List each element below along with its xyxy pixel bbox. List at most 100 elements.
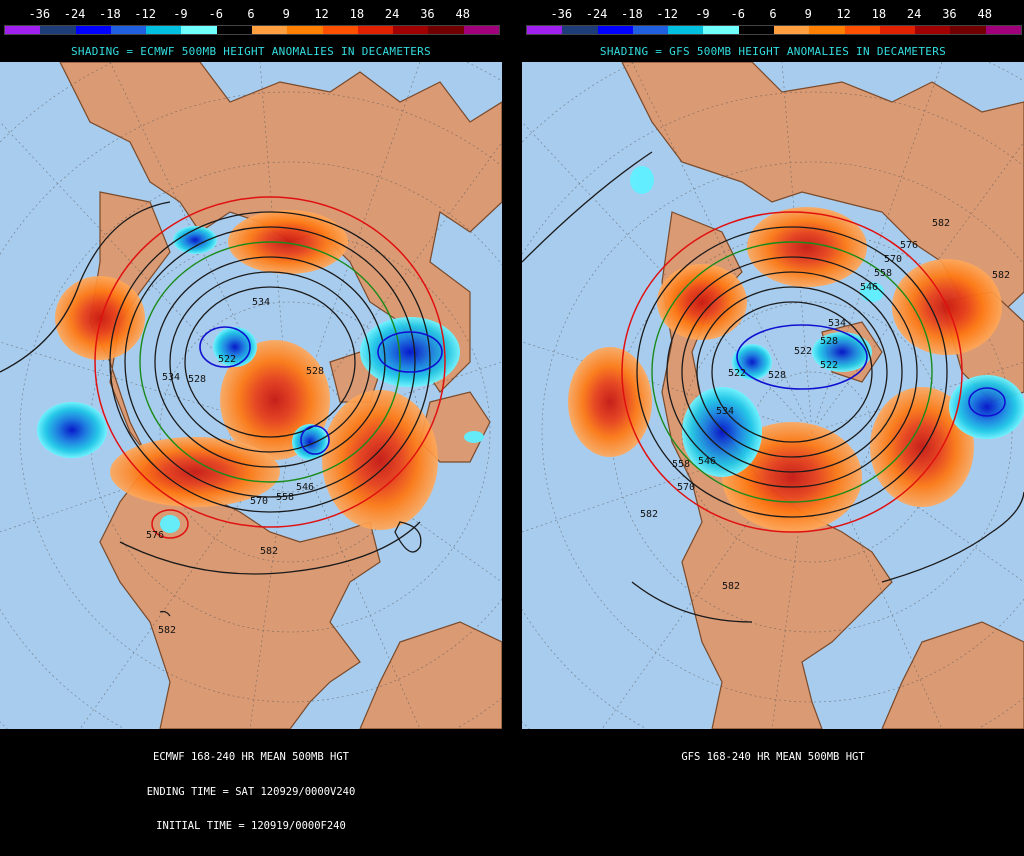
legend-tick-label: 36 (942, 7, 957, 21)
legend-tick-label: -6 (730, 7, 745, 21)
legend-tick-label: 48 (455, 7, 470, 21)
contour-label: 570 (250, 496, 268, 507)
contour-label: 546 (860, 282, 878, 293)
legend-tick-label: 9 (804, 7, 812, 21)
contour-label: 576 (900, 240, 918, 251)
contour-label: 522 (794, 346, 812, 357)
legend-color-swatch (738, 26, 774, 34)
shading-title: SHADING = ECMWF 500MB HEIGHT ANOMALIES I… (71, 45, 431, 58)
legend-tick-label: -24 (585, 7, 608, 21)
contour-label: 528 (306, 366, 324, 377)
legend-tick-label: -9 (695, 7, 710, 21)
legend-tick-label: 9 (282, 7, 290, 21)
legend-tick-label: 12 (314, 7, 329, 21)
legend-color-bar (4, 25, 500, 35)
legend-color-swatch (773, 26, 810, 34)
legend-color-swatch (428, 26, 464, 34)
legend-tick-label: -9 (173, 7, 188, 21)
shading-title: SHADING = GFS 500MB HEIGHT ANOMALIES IN … (599, 45, 947, 58)
contour-label: 522 (820, 360, 838, 371)
legend-color-swatch (950, 26, 986, 34)
legend-color-swatch (879, 26, 916, 34)
legend-tick-label: -12 (134, 7, 156, 21)
legend-tick-labels: -36 -24 -18 -12 -9 -6 6 9 12 18 24 36 48 (522, 7, 1024, 21)
contour-label: 570 (677, 482, 695, 493)
legend-tick-label: -36 (550, 7, 573, 21)
legend-tick-label: -12 (656, 7, 678, 21)
contour-label: 522 (728, 368, 746, 379)
legend-color-swatch (809, 26, 845, 34)
gfs-map: 582 576 570 558 546 534 528 522 522 528 … (522, 62, 1024, 729)
contour-label: 582 (722, 581, 740, 592)
legend-tick-label: 24 (384, 7, 400, 21)
contour-label: 582 (932, 218, 950, 229)
legend-color-swatch (562, 26, 598, 34)
legend-color-swatch (5, 26, 41, 34)
contour-label: 534 (162, 372, 180, 383)
legend-tick-label: -36 (28, 7, 51, 21)
ecmwf-map: 534 522 534 528 528 546 558 570 582 576 … (0, 62, 502, 729)
contour-label: 582 (158, 625, 176, 636)
legend-tick-label: 18 (871, 7, 887, 21)
legend-color-swatch (463, 26, 499, 34)
ecmwf-panel: -36 -24 -18 -12 -9 -6 6 9 12 18 24 36 48 SHADING = E… (0, 0, 502, 832)
caption-line: INITIAL TIME = 120919/0000F240 (156, 820, 346, 832)
legend-color-swatch (251, 26, 288, 34)
contour-label: 558 (874, 268, 892, 279)
height-contours (522, 151, 1024, 623)
contour-label: 576 (146, 530, 164, 541)
legend-color-swatch (393, 26, 429, 34)
legend-tick-label: 36 (420, 7, 435, 21)
legend-tick-label: -6 (208, 7, 223, 21)
contour-labels: 534 522 534 528 528 546 558 570 582 576 … (146, 297, 324, 636)
anomaly-shading (37, 210, 484, 533)
anomaly-color-legend: -36 -24 -18 -12 -9 -6 6 9 12 18 24 36 48 (522, 0, 1024, 42)
contour-label: 558 (672, 459, 690, 470)
legend-tick-label: -24 (63, 7, 86, 21)
caption-line: ECMWF 168-240 HR MEAN 500MB HGT (153, 751, 349, 763)
legend-color-swatch (597, 26, 633, 34)
contour-label: 534 (828, 318, 846, 329)
contour-label: 582 (992, 270, 1010, 281)
legend-color-swatch (915, 26, 951, 34)
legend-tick-label: 48 (977, 7, 992, 21)
contour-label: 528 (188, 374, 206, 385)
legend-color-swatch (75, 26, 111, 34)
contour-label: 534 (252, 297, 270, 308)
contour-label: 582 (260, 546, 278, 557)
legend-tick-label: -18 (621, 7, 643, 21)
legend-color-swatch (632, 26, 669, 34)
contour-label: 582 (640, 509, 658, 520)
height-contours (0, 196, 446, 617)
contour-label: 546 (296, 482, 314, 493)
legend-tick-label: 24 (906, 7, 922, 21)
gfs-panel: -36 -24 -18 -12 -9 -6 6 9 12 18 24 36 48 SHADING = G… (522, 0, 1024, 819)
legend-color-swatch (322, 26, 358, 34)
legend-tick-label: 6 (247, 7, 255, 21)
legend-color-swatch (527, 26, 563, 34)
contour-label: 558 (276, 492, 294, 503)
legend-color-bar (526, 25, 1022, 35)
legend-color-swatch (146, 26, 182, 34)
contour-label: 522 (218, 354, 236, 365)
caption-line: GFS 168-240 HR MEAN 500MB HGT (681, 751, 865, 763)
legend-color-swatch (357, 26, 394, 34)
legend-tick-label: 12 (836, 7, 851, 21)
legend-color-swatch (110, 26, 147, 34)
contour-label: 528 (820, 336, 838, 347)
legend-color-swatch (985, 26, 1021, 34)
anomaly-color-legend: -36 -24 -18 -12 -9 -6 6 9 12 18 24 36 48 (0, 0, 502, 42)
panel-divider (502, 0, 522, 819)
legend-color-swatch (703, 26, 739, 34)
legend-color-swatch (668, 26, 704, 34)
legend-tick-label: 6 (769, 7, 777, 21)
map-caption: GFS 168-240 HR MEAN 500MB HGT (522, 729, 1024, 787)
legend-tick-label: -18 (99, 7, 121, 21)
anomaly-shading (568, 166, 1024, 532)
contour-labels: 582 576 570 558 546 534 528 522 522 528 … (640, 218, 1010, 592)
legend-color-swatch (216, 26, 252, 34)
contour-label: 570 (884, 254, 902, 265)
caption-line: ENDING TIME = SAT 120929/0000V240 (146, 785, 356, 798)
legend-tick-labels: -36 -24 -18 -12 -9 -6 6 9 12 18 24 36 48 (0, 7, 502, 21)
legend-color-swatch (40, 26, 76, 34)
